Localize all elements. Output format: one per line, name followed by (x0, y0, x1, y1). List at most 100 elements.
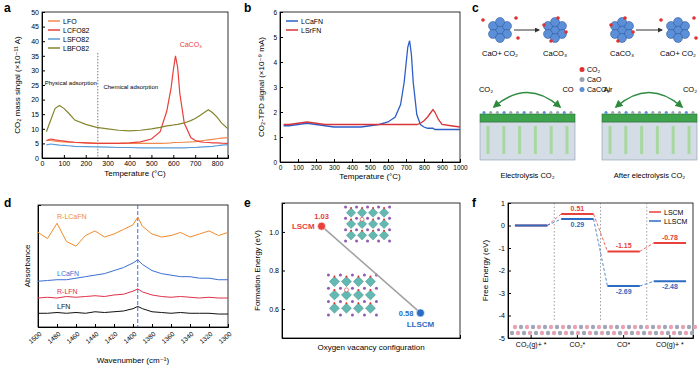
surface-atom (630, 331, 634, 335)
octahedron (379, 231, 388, 240)
panel-label: d (4, 196, 11, 210)
oxygen-atom (357, 289, 359, 291)
tick-label: 0.6 (269, 306, 279, 313)
series-line (38, 289, 228, 298)
tick-mark (190, 324, 191, 327)
tick-mark (42, 56, 45, 57)
surface-atom (621, 325, 625, 329)
octahedron (379, 208, 388, 217)
oxygen-atom (383, 207, 385, 209)
surface-particle (482, 111, 485, 114)
tick-label: 5 (35, 140, 39, 147)
tick-label: 1440 (84, 330, 100, 345)
energy-level (654, 242, 686, 244)
a-site-atom (377, 217, 380, 220)
energy-level (561, 218, 593, 220)
tick-label: -5 (499, 335, 505, 342)
surface-particle (556, 111, 559, 114)
tick-label: 1480 (46, 330, 62, 345)
y-axis-title: Absorbance (23, 244, 32, 287)
data-label: 0.29 (571, 221, 585, 228)
a-site-atom (339, 300, 342, 303)
pore (672, 126, 675, 154)
tick-label: 400 (347, 164, 358, 171)
connector (594, 214, 608, 251)
tick: CO₂* (569, 335, 585, 348)
surface-particle (489, 111, 492, 114)
octahedron (346, 231, 355, 240)
oxygen-atom (361, 230, 363, 232)
oxygen-atom (345, 276, 347, 278)
tick-mark (152, 324, 153, 327)
series-line (46, 144, 228, 148)
tick-mark (151, 155, 152, 158)
a-site-atom (355, 206, 358, 209)
surface-atom (555, 325, 559, 329)
vacancy (360, 217, 364, 221)
tick-label: 1420 (103, 330, 119, 345)
particle (674, 18, 683, 27)
data-label: 0.58 (399, 309, 414, 318)
tick-label: 1000 (453, 164, 468, 171)
surface-atom (690, 331, 694, 335)
series-label: R-LCaFN (57, 213, 87, 220)
tick-label: 1500 (27, 330, 43, 345)
tick: 1 (273, 134, 283, 141)
octahedron (353, 290, 363, 300)
tick-label: 45 (31, 23, 39, 30)
oxygen-atom (357, 302, 359, 304)
a-site-atom (355, 217, 358, 220)
surface-atom (684, 331, 688, 335)
tick: 500 (146, 155, 158, 167)
a-site-atom (388, 228, 391, 231)
caption: After electrolysis CO₂ (614, 171, 685, 180)
divider (97, 53, 98, 158)
surface-atom (573, 325, 577, 329)
tick-label: CO* (617, 341, 631, 348)
a-site-atom (344, 217, 347, 220)
plot-area (46, 56, 228, 148)
gas-label: CO₂ (479, 85, 493, 94)
panel-label: f (472, 196, 477, 210)
a-site-atom (327, 273, 330, 276)
tick-mark (42, 129, 45, 130)
tick-mark (577, 335, 578, 338)
tick-label: 35 (31, 53, 39, 60)
reaction-label: CaO+ CO₂ (482, 49, 518, 58)
tick-label: 1300 (217, 330, 233, 345)
tick-label: 500 (146, 160, 158, 167)
surface-atom (687, 325, 691, 329)
point-label: LSCM (292, 222, 315, 231)
reaction-arrow (636, 30, 662, 31)
reaction-label: CaCO₃ (610, 49, 634, 58)
surface-atom (582, 331, 586, 335)
tick-mark (217, 155, 218, 158)
tick-mark (370, 159, 371, 162)
tick-mark (108, 155, 109, 158)
octahedron (357, 231, 366, 240)
plot-area (284, 41, 460, 130)
octahedron (329, 303, 339, 313)
molecule (631, 30, 635, 34)
surface-particle (638, 111, 641, 114)
tick-label: 0 (279, 164, 283, 171)
surface-particle (651, 111, 654, 114)
reaction-arrow (514, 30, 539, 31)
plot-frame (280, 12, 460, 162)
energy-level (607, 285, 639, 287)
surface-atom (666, 331, 670, 335)
series-line (38, 217, 228, 246)
octahedron (368, 208, 377, 217)
a-site-atom (339, 287, 342, 290)
tick-label: 0 (41, 160, 45, 167)
tick-label: 1400 (122, 330, 138, 345)
molecule (609, 23, 613, 27)
oxygen-atom (350, 218, 352, 220)
surface-particle (671, 111, 674, 114)
data-label: -1.15 (616, 242, 632, 249)
surface-atom (639, 325, 643, 329)
surface-particle (549, 111, 552, 114)
axis-line (283, 204, 286, 339)
molecule (659, 18, 663, 22)
crystal-structure (344, 206, 391, 243)
